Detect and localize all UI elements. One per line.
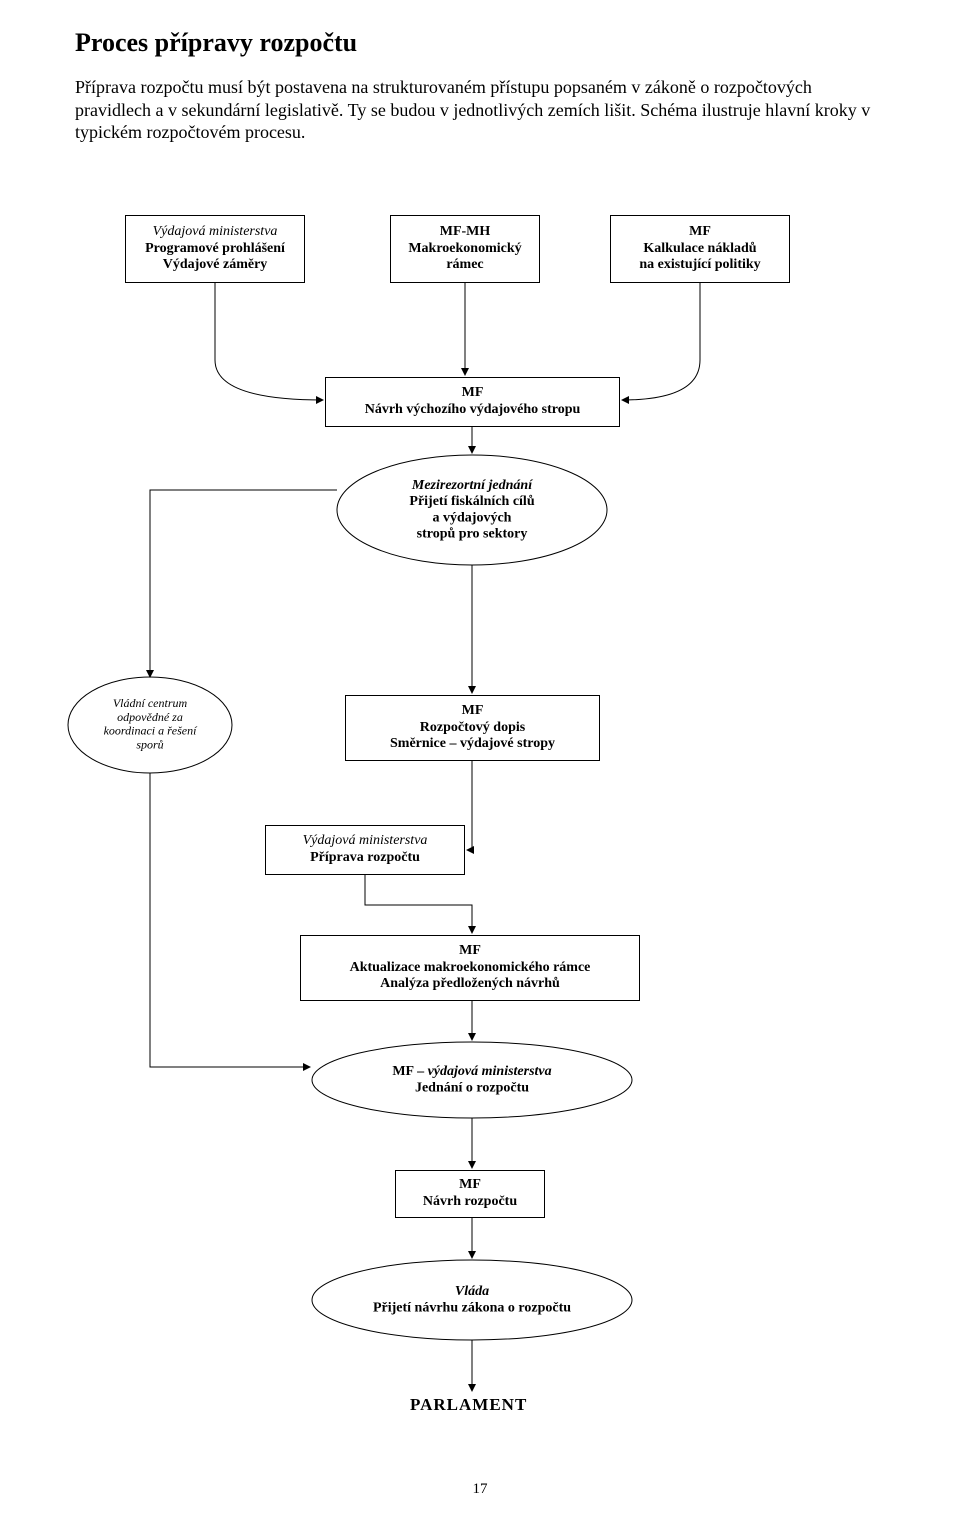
page-root: Proces přípravy rozpočtu Příprava rozpoč… bbox=[0, 0, 960, 1521]
svg-text:odpovědné za: odpovědné za bbox=[117, 710, 183, 724]
page-number: 17 bbox=[0, 1481, 960, 1498]
svg-text:Jednání o rozpočtu: Jednání o rozpočtu bbox=[415, 1080, 529, 1095]
svg-text:koordinaci a řešení: koordinaci a řešení bbox=[104, 724, 199, 738]
ellipse-negotiation: Mezirezortní jednáníPřijetí fiskálních c… bbox=[337, 455, 607, 565]
svg-text:Vláda: Vláda bbox=[455, 1284, 489, 1299]
svg-text:Přijetí fiskálních cílů: Přijetí fiskálních cílů bbox=[409, 494, 534, 509]
parliament-label: PARLAMENT bbox=[410, 1395, 527, 1415]
svg-text:a výdajových: a výdajových bbox=[433, 510, 512, 525]
ellipse-cabinet-adopt: VládaPřijetí návrhu zákona o rozpočtu bbox=[312, 1260, 632, 1340]
svg-text:MF – výdajová ministerstva: MF – výdajová ministerstva bbox=[392, 1064, 551, 1079]
svg-text:stropů pro sektory: stropů pro sektory bbox=[417, 526, 528, 541]
svg-text:sporů: sporů bbox=[136, 737, 163, 751]
flowchart-svg: Mezirezortní jednáníPřijetí fiskálních c… bbox=[0, 0, 960, 1521]
svg-text:Mezirezortní jednání: Mezirezortní jednání bbox=[411, 478, 533, 493]
ellipse-gov-centre: Vládní centrumodpovědné zakoordinaci a ř… bbox=[68, 677, 232, 773]
ellipse-budget-negotiation: MF – výdajová ministerstvaJednání o rozp… bbox=[312, 1042, 632, 1118]
svg-text:Vládní centrum: Vládní centrum bbox=[113, 696, 188, 710]
svg-text:Přijetí návrhu zákona o rozpoč: Přijetí návrhu zákona o rozpočtu bbox=[373, 1300, 571, 1315]
